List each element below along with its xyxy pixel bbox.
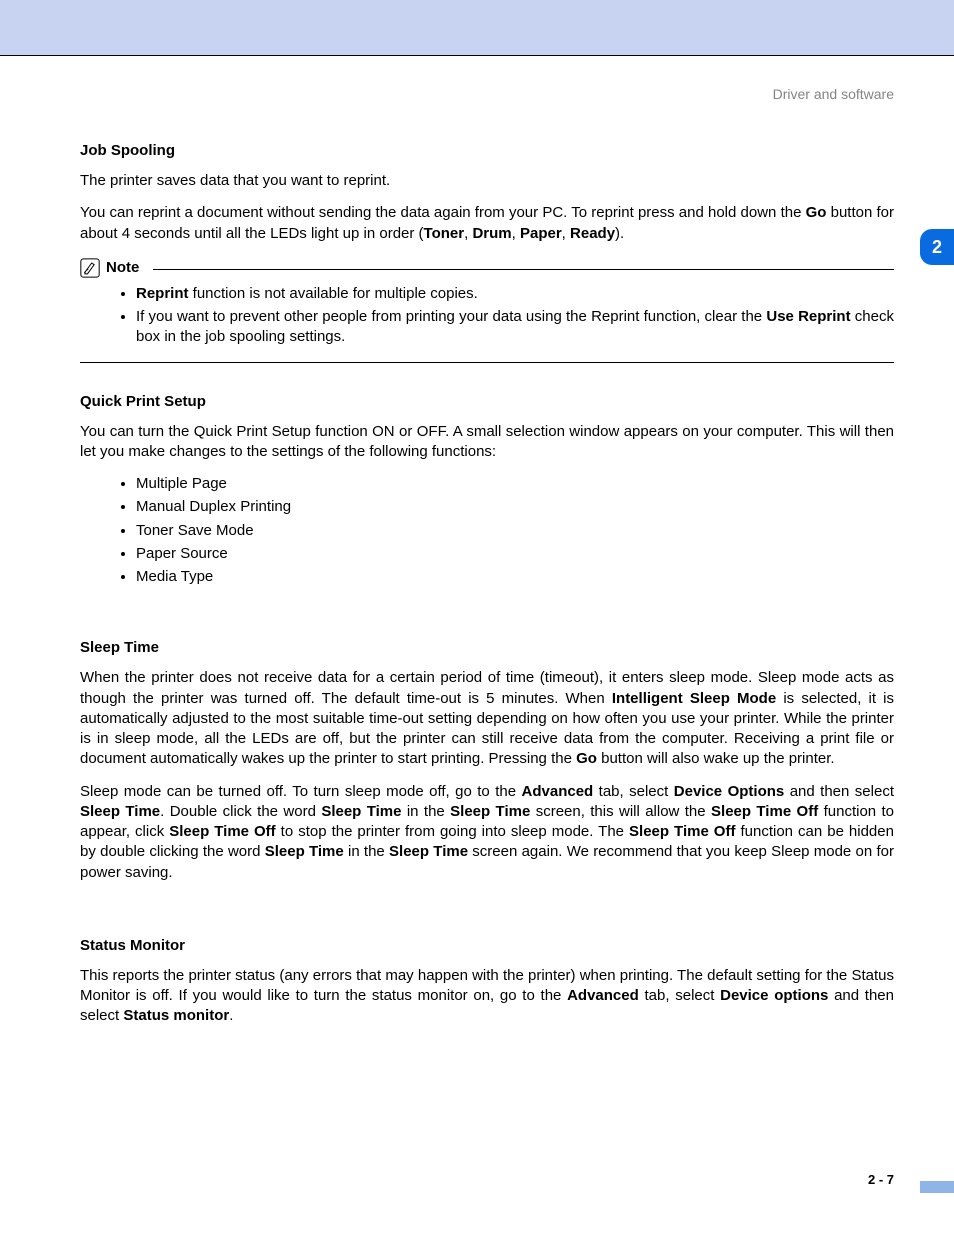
- list-item: Toner Save Mode: [136, 521, 894, 541]
- text-run: tab, select: [639, 987, 720, 1004]
- page-content: 2 Driver and software Job Spooling The p…: [0, 56, 954, 1227]
- text-bold: Use Reprint: [766, 308, 850, 325]
- text-run: . Double click the word: [160, 803, 321, 820]
- text-bold: Sleep Time: [80, 803, 160, 820]
- text-run: in the: [401, 803, 450, 820]
- list-item: If you want to prevent other people from…: [136, 307, 894, 348]
- text-bold: Paper: [520, 225, 562, 242]
- text-sleep-time-2: Sleep mode can be turned off. To turn sl…: [80, 782, 894, 883]
- text-job-spooling-2: You can reprint a document without sendi…: [80, 203, 894, 244]
- text-bold: Go: [806, 204, 827, 221]
- text-run: Sleep mode can be turned off. To turn sl…: [80, 783, 522, 800]
- list-item: Reprint function is not available for mu…: [136, 284, 894, 304]
- text-run: You can reprint a document without sendi…: [80, 204, 806, 221]
- quick-print-list: Multiple Page Manual Duplex Printing Ton…: [80, 474, 894, 587]
- text-bold: Go: [576, 750, 597, 767]
- pencil-note-icon: [80, 258, 100, 278]
- note-header: Note: [80, 258, 894, 278]
- text-bold: Reprint: [136, 285, 189, 302]
- text-bold: Sleep Time: [450, 803, 530, 820]
- text-run: .: [229, 1007, 233, 1024]
- text-run: ).: [615, 225, 624, 242]
- text-run: ,: [512, 225, 520, 242]
- chapter-tab: 2: [920, 229, 954, 265]
- note-block: Note Reprint function is not available f…: [80, 258, 894, 363]
- text-bold: Sleep Time Off: [629, 823, 735, 840]
- page-number: 2 - 7: [868, 1172, 894, 1187]
- list-item: Multiple Page: [136, 474, 894, 494]
- note-rule-top: [153, 269, 894, 270]
- footer-accent: [920, 1181, 954, 1193]
- heading-sleep-time: Sleep Time: [80, 639, 894, 656]
- text-bold: Device Options: [674, 783, 784, 800]
- note-label: Note: [106, 259, 147, 276]
- text-bold: Ready: [570, 225, 615, 242]
- heading-job-spooling: Job Spooling: [80, 142, 894, 159]
- list-item: Media Type: [136, 567, 894, 587]
- text-status-monitor-1: This reports the printer status (any err…: [80, 966, 894, 1027]
- text-bold: Sleep Time Off: [169, 823, 275, 840]
- text-run: If you want to prevent other people from…: [136, 308, 766, 325]
- text-run: screen, this will allow the: [530, 803, 711, 820]
- text-bold: Advanced: [522, 783, 594, 800]
- text-run: and then select: [784, 783, 894, 800]
- running-header: Driver and software: [80, 86, 894, 102]
- text-run: button will also wake up the printer.: [597, 750, 835, 767]
- text-bold: Drum: [472, 225, 511, 242]
- text-bold: Status monitor: [123, 1007, 229, 1024]
- text-run: to stop the printer from going into slee…: [276, 823, 629, 840]
- text-job-spooling-1: The printer saves data that you want to …: [80, 171, 894, 191]
- list-item: Paper Source: [136, 544, 894, 564]
- text-bold: Sleep Time Off: [711, 803, 818, 820]
- note-list: Reprint function is not available for mu…: [80, 284, 894, 348]
- text-bold: Toner: [424, 225, 465, 242]
- text-run: function is not available for multiple c…: [189, 285, 478, 302]
- text-run: ,: [562, 225, 570, 242]
- text-bold: Intelligent Sleep Mode: [612, 690, 776, 707]
- heading-status-monitor: Status Monitor: [80, 937, 894, 954]
- text-run: in the: [344, 843, 389, 860]
- note-rule-bottom: [80, 362, 894, 363]
- text-bold: Advanced: [567, 987, 639, 1004]
- text-quick-print-1: You can turn the Quick Print Setup funct…: [80, 422, 894, 463]
- list-item: Manual Duplex Printing: [136, 497, 894, 517]
- top-color-band: [0, 0, 954, 55]
- text-bold: Sleep Time: [389, 843, 468, 860]
- text-bold: Sleep Time: [321, 803, 401, 820]
- text-run: tab, select: [593, 783, 674, 800]
- text-bold: Sleep Time: [265, 843, 344, 860]
- heading-quick-print: Quick Print Setup: [80, 393, 894, 410]
- text-sleep-time-1: When the printer does not receive data f…: [80, 668, 894, 769]
- text-bold: Device options: [720, 987, 828, 1004]
